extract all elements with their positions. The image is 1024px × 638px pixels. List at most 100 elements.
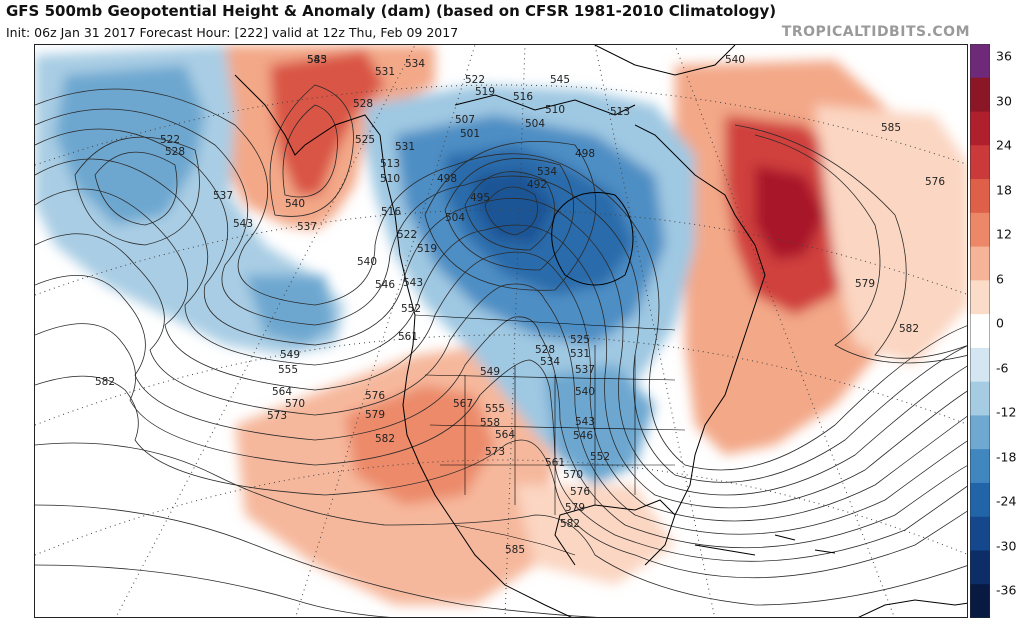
height-contour-label: 504 bbox=[445, 212, 465, 224]
brand-watermark: TROPICALTIDBITS.COM bbox=[781, 24, 970, 40]
height-contour-label: 582 bbox=[95, 376, 115, 388]
height-contour-label: 513 bbox=[380, 158, 400, 170]
political-boundaries bbox=[414, 314, 686, 556]
hudson-bay bbox=[551, 192, 634, 286]
height-contour-label: 552 bbox=[590, 451, 610, 463]
positive-anomaly-southwest-core bbox=[345, 385, 495, 505]
alaska-coast bbox=[234, 74, 381, 156]
forecast-init-valid-info: Init: 06z Jan 31 2017 Forecast Hour: [22… bbox=[6, 25, 459, 40]
height-contour-label: 582 bbox=[560, 518, 580, 530]
height-contour-label: 528 bbox=[165, 146, 185, 158]
height-contour-label: 534 bbox=[540, 356, 560, 368]
height-contour-label: 567 bbox=[453, 398, 473, 410]
height-contour-label: 519 bbox=[475, 86, 495, 98]
height-contour-label: 579 bbox=[855, 278, 875, 290]
height-contour-label: 507 bbox=[455, 114, 475, 126]
height-contour-label: 498 bbox=[575, 148, 595, 160]
height-contour-label: 545 bbox=[550, 74, 570, 86]
colorbar-tick-label: 6 bbox=[996, 271, 1004, 286]
height-contour-label: 576 bbox=[925, 176, 945, 188]
height-contour-label: 516 bbox=[381, 206, 401, 218]
height-contours bbox=[35, 84, 967, 617]
height-contour-label: 492 bbox=[527, 179, 547, 191]
height-contour-label: 573 bbox=[267, 410, 287, 422]
colorbar-swatch bbox=[970, 145, 990, 180]
height-contour-label: 585 bbox=[307, 54, 327, 66]
height-contour-label: 522 bbox=[160, 134, 180, 146]
height-contour-label: 543 bbox=[307, 54, 327, 66]
colorbar-tick-label: 24 bbox=[996, 137, 1012, 153]
colorbar-swatch bbox=[970, 212, 990, 248]
gulf-coast bbox=[554, 499, 676, 566]
height-contour-label: 546 bbox=[573, 430, 593, 442]
colorbar-tick-label: -6 bbox=[996, 360, 1009, 375]
height-contour-label: 522 bbox=[397, 229, 417, 241]
height-contour-label: 516 bbox=[513, 91, 533, 103]
height-contour-label: 534 bbox=[537, 166, 557, 178]
colorbar-tick-label: -36 bbox=[996, 582, 1017, 598]
height-contour-label: 585 bbox=[881, 122, 901, 134]
colorbar-swatch bbox=[970, 482, 990, 518]
height-contour-label: 570 bbox=[563, 469, 583, 481]
colorbar-swatch bbox=[970, 347, 990, 383]
height-contour-label: 564 bbox=[272, 386, 292, 398]
height-contour-label: 582 bbox=[375, 433, 395, 445]
colorbar-swatch bbox=[970, 179, 990, 214]
height-contour-label: 582 bbox=[899, 323, 919, 335]
height-contour-label: 540 bbox=[357, 256, 377, 268]
height-contour-label: 555 bbox=[278, 364, 298, 376]
caribbean-islands bbox=[694, 534, 836, 556]
negative-anomaly-great-lakes bbox=[545, 365, 655, 485]
height-contour-label: 561 bbox=[398, 331, 418, 343]
colorbar-tick-label: 36 bbox=[996, 48, 1012, 64]
height-contour-label: 564 bbox=[495, 429, 515, 441]
colorbar-tick-label: -12 bbox=[996, 404, 1017, 420]
height-contour-label: 495 bbox=[470, 192, 490, 204]
negative-anomaly-offshore-trough bbox=[245, 275, 335, 345]
colorbar-swatch bbox=[970, 77, 990, 113]
colorbar-tick-label: -24 bbox=[996, 493, 1017, 509]
height-contour-label: 555 bbox=[485, 403, 505, 415]
height-contour-label: 579 bbox=[565, 502, 585, 514]
south-america-coast bbox=[858, 599, 967, 617]
colorbar-tick-label: -18 bbox=[996, 449, 1017, 464]
height-contour-label: 525 bbox=[570, 334, 590, 346]
lat-lon-grid bbox=[35, 45, 967, 617]
height-contour-label: 537 bbox=[213, 190, 233, 202]
height-contour-label: 522 bbox=[465, 74, 485, 86]
positive-anomaly-atlantic-peak bbox=[755, 165, 825, 260]
colorbar-swatch bbox=[970, 550, 990, 585]
height-contour-label: 531 bbox=[375, 66, 395, 78]
colorbar-swatch bbox=[970, 280, 990, 315]
height-contour-label: 549 bbox=[480, 366, 500, 378]
colorbar-swatch bbox=[970, 381, 990, 416]
height-contour-label: 549 bbox=[280, 349, 300, 361]
positive-anomaly-north-atlantic-east bbox=[815, 105, 967, 365]
anomaly-colorbar bbox=[970, 44, 990, 618]
colorbar-swatch bbox=[970, 111, 990, 146]
height-contour-label: 537 bbox=[297, 221, 317, 233]
height-contour-label: 519 bbox=[417, 243, 437, 255]
height-contour-label: 501 bbox=[460, 128, 480, 140]
height-contour-label: 531 bbox=[570, 348, 590, 360]
colorbar-swatch bbox=[970, 415, 990, 450]
height-contour-label: 531 bbox=[395, 141, 415, 153]
height-contour-label: 561 bbox=[545, 457, 565, 469]
colorbar-swatch bbox=[970, 314, 990, 349]
us-east-coast bbox=[674, 334, 746, 516]
colorbar-swatch bbox=[970, 44, 990, 79]
height-contour-label: 576 bbox=[365, 390, 385, 402]
height-contour-label: 498 bbox=[437, 173, 457, 185]
height-contour-label: 540 bbox=[575, 386, 595, 398]
height-contour-label: 543 bbox=[233, 218, 253, 230]
colorbar-swatch bbox=[970, 584, 990, 618]
height-contour-label: 543 bbox=[575, 416, 595, 428]
anomaly-map: 543 531 534 522 519 516 545 528 540 510 513 504 507 5… bbox=[34, 44, 968, 618]
height-contour-label: 570 bbox=[285, 398, 305, 410]
height-contour-label: 510 bbox=[380, 173, 400, 185]
canada-west-coast bbox=[379, 134, 416, 316]
map-title: GFS 500mb Geopotential Height & Anomaly … bbox=[6, 2, 777, 20]
colorbar-tick-label: 12 bbox=[996, 226, 1012, 242]
height-contour-label: 537 bbox=[575, 364, 595, 376]
